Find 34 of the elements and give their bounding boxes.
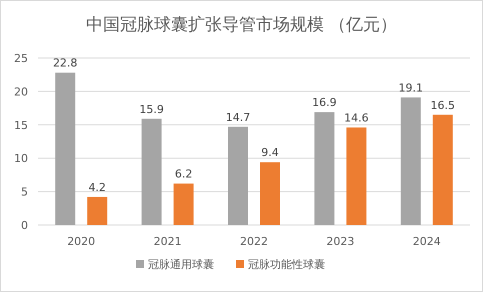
data-label: 19.1	[398, 81, 424, 94]
bar	[260, 162, 280, 225]
chart-title: 中国冠脉球囊扩张导管市场规模 （亿元）	[86, 15, 398, 35]
y-tick-label: 10	[14, 152, 28, 166]
bar	[87, 196, 108, 225]
x-tick-label: 2020	[67, 235, 96, 248]
bar	[228, 126, 248, 225]
data-label: 14.7	[226, 110, 250, 124]
bar	[432, 114, 453, 225]
x-tick-label: 2021	[154, 235, 182, 248]
x-tick-label: 2022	[240, 235, 268, 248]
data-label: 9.4	[261, 146, 279, 160]
bar	[55, 72, 76, 225]
data-label: 6.2	[174, 168, 192, 181]
bar	[314, 112, 334, 225]
bar	[174, 184, 194, 225]
x-tick-label: 2024	[412, 235, 441, 248]
y-tick-label: 15	[14, 118, 28, 132]
y-tick-label: 25	[14, 52, 28, 65]
bar	[142, 118, 162, 225]
bar	[346, 127, 366, 225]
x-tick-label: 2023	[326, 235, 354, 248]
legend-label: 冠脉功能性球囊	[248, 258, 325, 271]
y-tick-label: 0	[21, 219, 28, 232]
bar	[400, 97, 421, 225]
data-label: 16.5	[430, 98, 456, 112]
y-tick-label: 20	[14, 85, 28, 98]
data-label: 15.9	[139, 102, 164, 116]
data-label: 14.6	[344, 111, 369, 124]
legend-label: 冠脉通用球囊	[148, 258, 214, 271]
data-label: 22.8	[52, 56, 78, 70]
data-label: 4.2	[88, 180, 106, 194]
data-label: 16.9	[312, 96, 337, 110]
y-tick-label: 5	[21, 186, 28, 199]
